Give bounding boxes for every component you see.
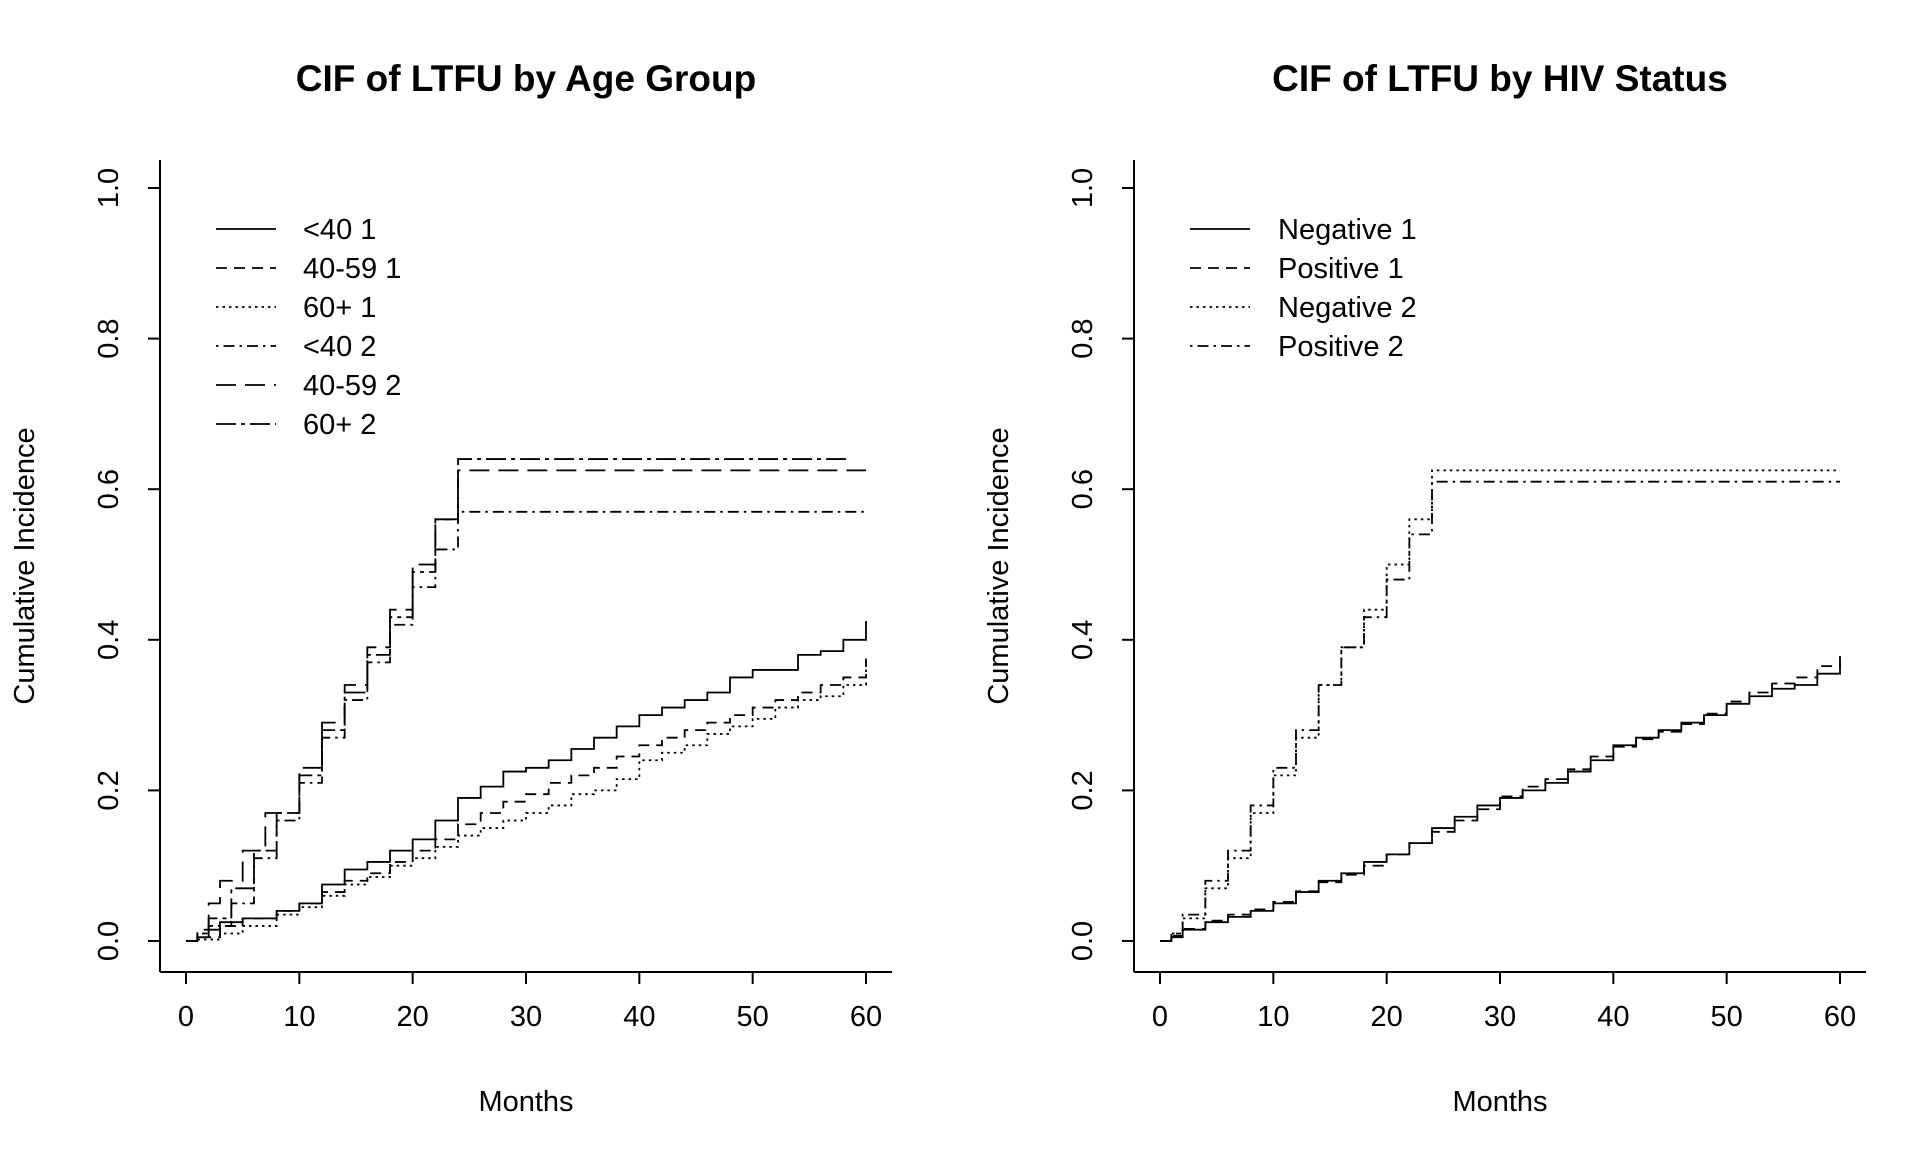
legend-label: 40-59 2 [303,370,401,402]
age-group-chart-panel: CIF of LTFU by Age Group Months Cumulati… [9,58,892,1118]
legend-label: Positive 1 [1278,253,1404,285]
y-tick-label: 0.8 [93,318,125,358]
legend-label: 40-59 1 [303,253,401,285]
series-line [186,469,866,942]
x-tick-label: 10 [1257,1001,1289,1033]
y-tick-label: 0.6 [1067,469,1099,509]
series-line [186,458,849,942]
chart-title: CIF of LTFU by Age Group [296,58,756,99]
x-tick-label: 20 [1371,1001,1403,1033]
x-tick-label: 40 [623,1001,655,1033]
x-tick-label: 30 [510,1001,542,1033]
chart-title: CIF of LTFU by HIV Status [1272,58,1728,99]
legend-label: Negative 2 [1278,292,1417,324]
y-tick-label: 0.0 [1067,921,1099,961]
y-tick-label: 1.0 [1067,168,1099,208]
x-tick-label: 40 [1597,1001,1629,1033]
x-tick-label: 0 [178,1001,194,1033]
y-tick-label: 0.4 [1067,620,1099,660]
series-line [1160,662,1841,942]
legend-label: Positive 2 [1278,331,1404,363]
x-tick-label: 50 [737,1001,769,1033]
series-line [1160,469,1840,942]
y-tick-label: 0.4 [93,620,125,660]
x-axis-label: Months [1452,1086,1547,1118]
legend-label: <40 1 [303,214,376,246]
x-tick-label: 60 [1824,1001,1856,1033]
y-tick-label: 0.8 [1067,318,1099,358]
y-axis-label: Cumulative Incidence [983,427,1015,704]
legend-label: 60+ 2 [303,409,376,441]
x-axis-label: Months [478,1086,573,1118]
series-line [186,666,867,942]
legend-label: 60+ 1 [303,292,376,324]
x-tick-label: 10 [283,1001,315,1033]
legend-label: Negative 1 [1278,214,1417,246]
series-line [1160,480,1840,942]
x-tick-label: 0 [1152,1001,1168,1033]
y-tick-label: 0.2 [1067,770,1099,810]
x-tick-label: 50 [1711,1001,1743,1033]
series-line [186,510,866,942]
x-tick-label: 20 [397,1001,429,1033]
y-tick-label: 0.2 [93,770,125,810]
x-tick-label: 60 [850,1001,882,1033]
y-axis-label: Cumulative Incidence [9,427,41,704]
x-tick-label: 30 [1484,1001,1516,1033]
hiv-status-chart-panel: CIF of LTFU by HIV Status Months Cumulat… [983,58,1866,1118]
y-tick-label: 1.0 [93,168,125,208]
y-tick-label: 0.0 [93,921,125,961]
series-line [186,658,867,942]
series-line [186,620,867,942]
legend-label: <40 2 [303,331,376,363]
series-line [1160,651,1841,942]
y-tick-label: 0.6 [93,469,125,509]
